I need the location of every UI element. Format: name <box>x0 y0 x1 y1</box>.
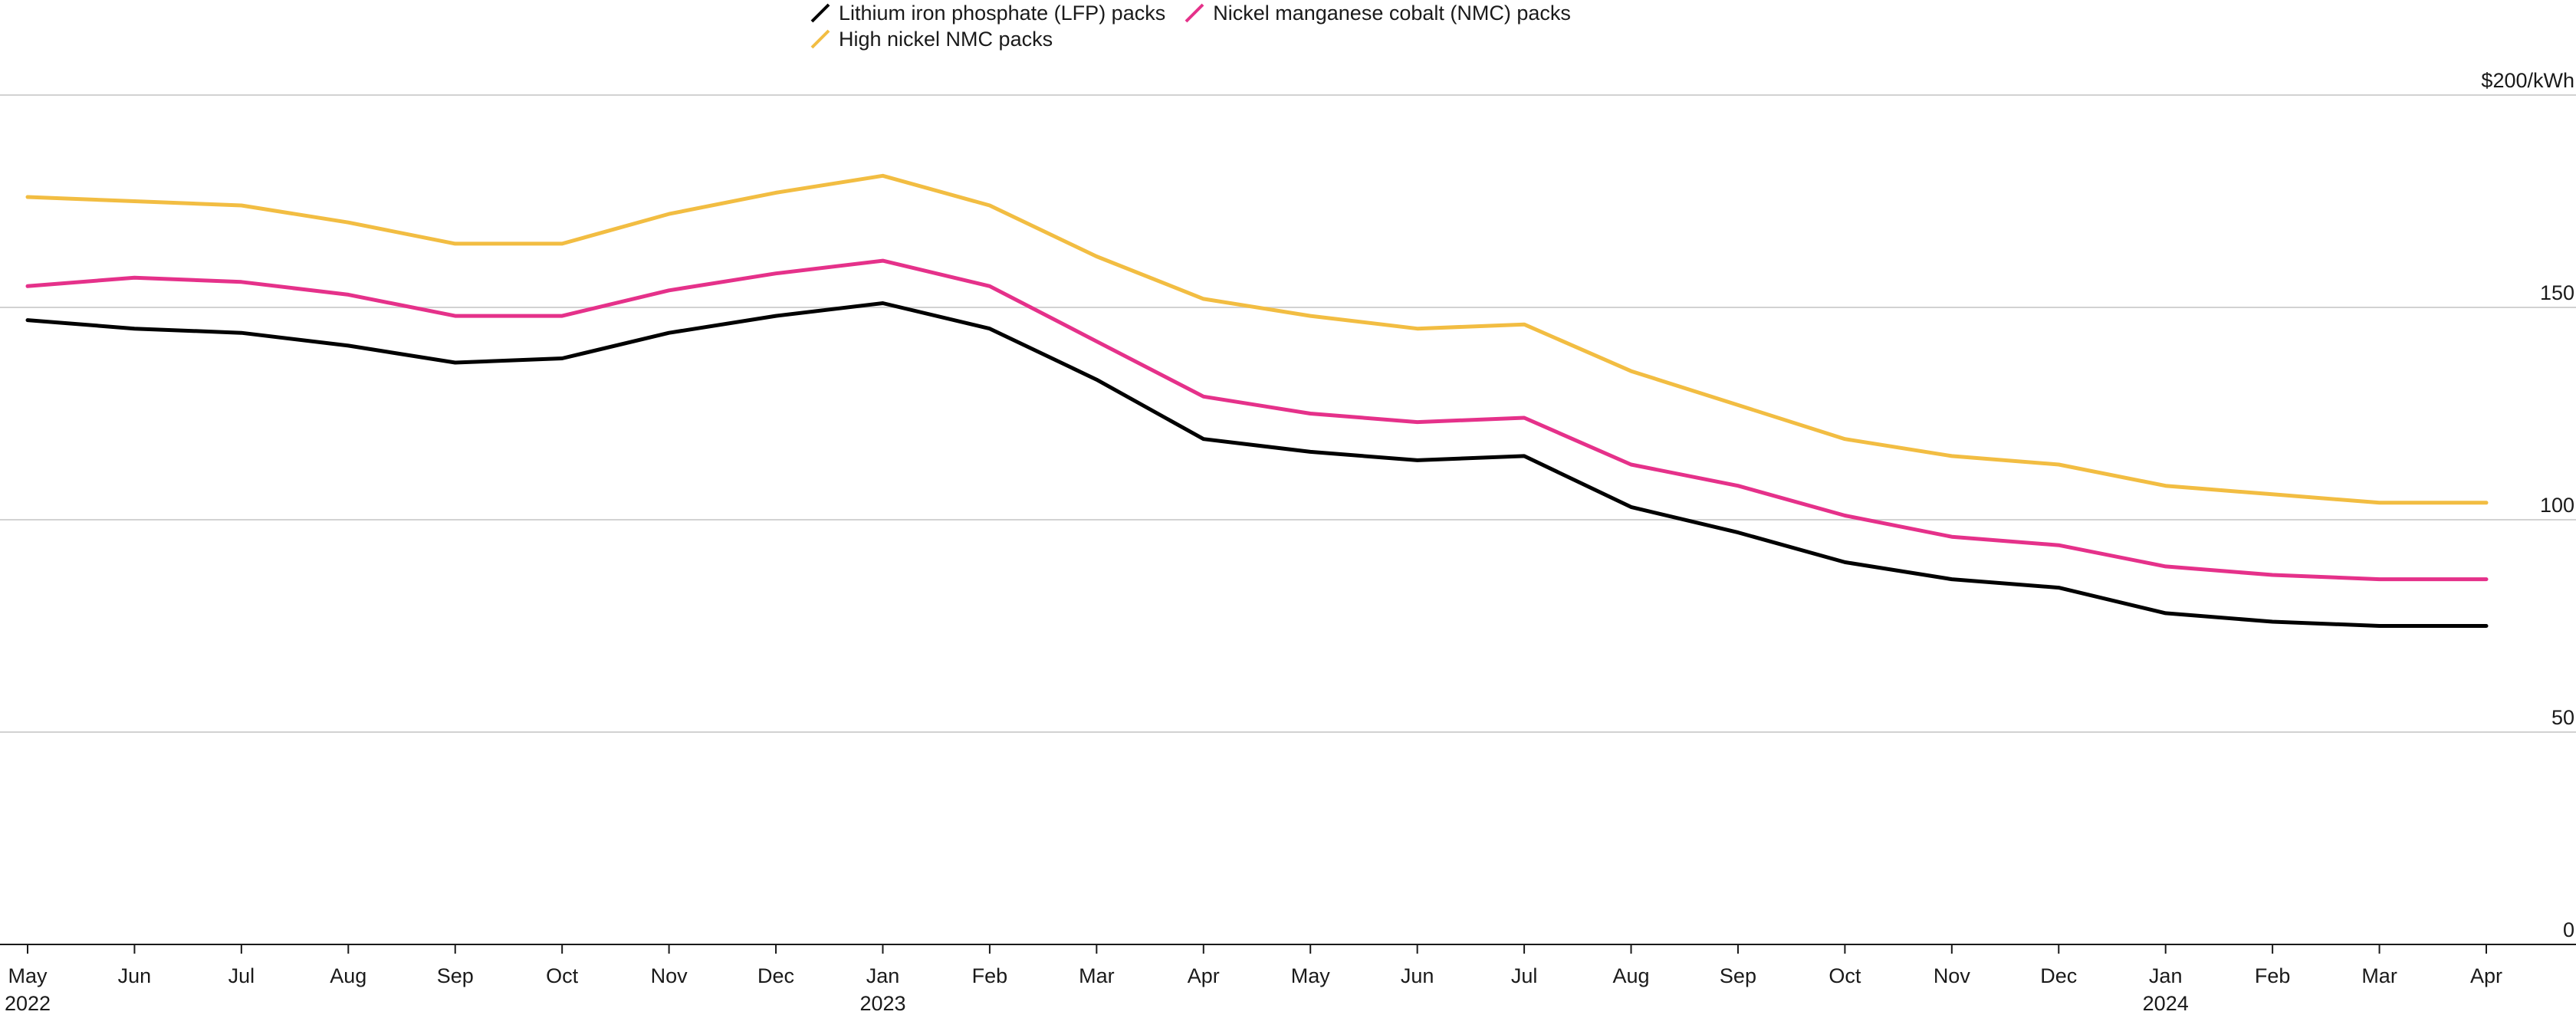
legend-swatch-nmc <box>1184 3 1204 23</box>
legend-swatch-line-lfp <box>810 3 830 23</box>
x-tick-label-10: Mar <box>1079 964 1115 987</box>
series-line-nickel-manganese-cobalt-nmc-packs <box>25 258 2489 582</box>
series-line-lithium-iron-phosphate-lfp-packs <box>25 301 2489 628</box>
legend-label-nmc: Nickel manganese cobalt (NMC) packs <box>1213 1 1571 25</box>
x-tick-label-14: Jul <box>1511 964 1538 987</box>
x-tick-label-18: Nov <box>1934 964 1971 987</box>
legend-label-high-nickel: High nickel NMC packs <box>839 27 1053 51</box>
x-tick-label-4: Sep <box>437 964 474 987</box>
legend-swatch-line-nmc <box>1184 3 1204 23</box>
x-tick-label-7: Dec <box>757 964 794 987</box>
series-lines <box>25 173 2489 628</box>
x-tick-label-5: Oct <box>546 964 579 987</box>
legend-item-nmc: Nickel manganese cobalt (NMC) packs <box>1184 2 1571 25</box>
x-tick-label-19: Dec <box>2040 964 2077 987</box>
x-year-label-2024: 2024 <box>2143 992 2189 1015</box>
x-tick-label-21: Feb <box>2255 964 2291 987</box>
x-tick-label-22: Mar <box>2361 964 2397 987</box>
legend-item-lfp: Lithium iron phosphate (LFP) packs <box>810 2 1165 25</box>
y-tick-label-100: 100 <box>2540 494 2574 517</box>
x-tick-label-11: Apr <box>1188 964 1220 987</box>
gridlines <box>0 94 2576 733</box>
x-year-label-2022: 2022 <box>5 992 51 1015</box>
y-tick-label-50: 50 <box>2551 706 2574 729</box>
x-tick-label-8: Jan <box>866 964 900 987</box>
legend-label-lfp: Lithium iron phosphate (LFP) packs <box>839 1 1166 25</box>
x-tick-label-16: Sep <box>1720 964 1756 987</box>
legend-item-high-nickel: High nickel NMC packs <box>810 28 1053 51</box>
x-year-label-2023: 2023 <box>859 992 905 1015</box>
x-axis: May 2022 Jun Jul Aug Sep Oct Nov Dec Jan 2023 Feb Ma… <box>0 944 2576 1015</box>
x-tick-label-3: Aug <box>330 964 366 987</box>
series-line-high-nickel-nmc-packs <box>25 173 2489 505</box>
x-tick-label-23: Apr <box>2470 964 2502 987</box>
x-tick-label-20: Jan <box>2149 964 2183 987</box>
x-tick-label-9: Feb <box>972 964 1008 987</box>
legend: Lithium iron phosphate (LFP) packs Nicke… <box>810 0 1589 52</box>
x-tick-label-2: Jul <box>228 964 255 987</box>
x-tick-label-0: May <box>8 964 48 987</box>
legend-swatch-high-nickel <box>810 29 830 49</box>
x-tick-label-15: Aug <box>1612 964 1649 987</box>
legend-row-2: High nickel NMC packs <box>810 26 1589 52</box>
legend-swatch-line-high-nickel <box>810 29 830 49</box>
legend-swatch-lfp <box>810 3 830 23</box>
x-tick-label-6: Nov <box>651 964 688 987</box>
x-tick-label-1: Jun <box>118 964 152 987</box>
y-tick-label-150: 150 <box>2540 281 2574 304</box>
y-tick-label-0: 0 <box>2563 918 2574 941</box>
y-axis-tick-labels: $200/kWh 150 100 50 0 <box>2481 69 2574 941</box>
y-tick-label-200: $200/kWh <box>2481 69 2574 92</box>
x-tick-label-13: Jun <box>1401 964 1434 987</box>
legend-row-1: Lithium iron phosphate (LFP) packs Nicke… <box>810 0 1589 26</box>
x-tick-label-12: May <box>1291 964 1331 987</box>
x-tick-label-17: Oct <box>1829 964 1861 987</box>
